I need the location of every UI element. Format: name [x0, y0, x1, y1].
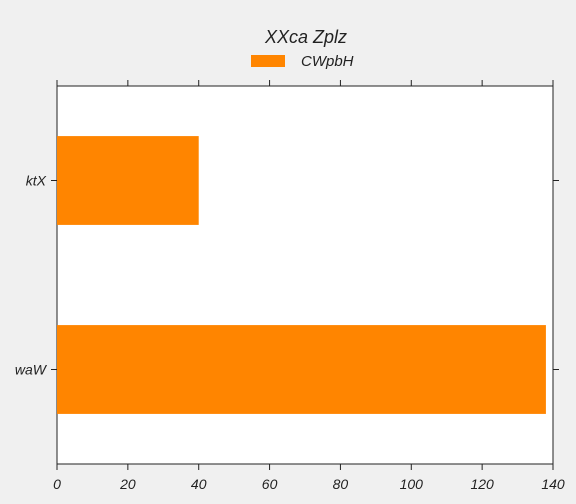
legend: CWpbH: [251, 53, 354, 70]
x-tick-label: 40: [191, 476, 207, 492]
y-tick-label: waW: [15, 362, 48, 378]
y-tick-label: ktX: [26, 173, 47, 189]
chart-title: XXca Zplz: [264, 27, 347, 47]
bars: [57, 136, 546, 414]
bar-ktX: [57, 136, 199, 225]
bar-waW: [57, 325, 546, 414]
x-tick-label: 120: [470, 476, 494, 492]
x-tick-label: 20: [119, 476, 136, 492]
x-tick-label: 60: [262, 476, 278, 492]
x-tick-label: 140: [541, 476, 565, 492]
x-tick-label: 0: [53, 476, 61, 492]
y-axis: waW ktX: [15, 173, 559, 378]
x-tick-label: 100: [400, 476, 424, 492]
x-axis: 0 20 40 60 80 100 120 140: [53, 80, 565, 492]
legend-label: CWpbH: [301, 53, 354, 70]
x-tick-label: 80: [333, 476, 349, 492]
legend-swatch: [251, 55, 285, 67]
